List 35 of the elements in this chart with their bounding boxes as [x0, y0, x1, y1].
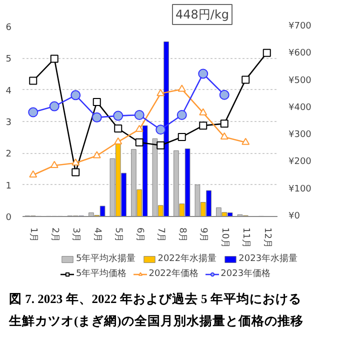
x-tick-label: 3月	[70, 228, 81, 242]
x-tick-label: 5月	[113, 228, 124, 242]
y-tick-label: 4	[6, 86, 12, 96]
x-tick-label: 11月	[240, 228, 251, 248]
y-tick-label: 6	[6, 23, 12, 33]
y2-tick-label: ¥500	[288, 76, 312, 86]
legend-label: 5年平均価格	[76, 268, 127, 280]
legend-label: 5年平均水揚量	[76, 252, 136, 265]
y-tick-label: 5	[6, 54, 12, 65]
y2-tick-label: ¥600	[288, 48, 312, 59]
y-tick-label: 3	[6, 118, 12, 128]
x-tick-label: 4月	[92, 228, 102, 242]
x-tick-label: 8月	[176, 228, 187, 242]
x-tick-label: 12月	[262, 228, 272, 248]
y-tick-label: 2	[6, 150, 12, 160]
y2-tick-label: ¥400	[288, 102, 312, 113]
x-tick-label: 9月	[198, 228, 208, 242]
legend-label: 2022年水揚量	[158, 252, 217, 265]
y2-tick-label: ¥0	[288, 212, 300, 222]
legend-label: 2022年価格	[148, 268, 199, 280]
legend-label: 2023年価格	[220, 268, 271, 280]
x-tick-label: 1月	[28, 228, 38, 242]
y2-tick-label: ¥300	[288, 130, 312, 140]
x-tick-label: 10月	[219, 228, 230, 248]
legend-label: 2023年水揚量	[238, 252, 298, 265]
text: 図 7. 2023 年、2022 年および過去 5 年平均における生鮮カツオ(まぎ網)の全国月別水揚量と価格の推移	[9, 291, 304, 330]
y-tick-label: 0	[6, 213, 12, 223]
x-tick-label: 6月	[134, 228, 144, 242]
y-tick-label: 1	[6, 181, 12, 192]
text: 448円/kg	[176, 8, 230, 22]
y2-tick-label: ¥700	[288, 22, 312, 32]
y2-tick-label: ¥100	[288, 184, 312, 194]
y2-tick-label: ¥200	[288, 157, 312, 168]
x-tick-label: 2月	[49, 228, 60, 242]
x-tick-label: 7月	[156, 228, 166, 242]
